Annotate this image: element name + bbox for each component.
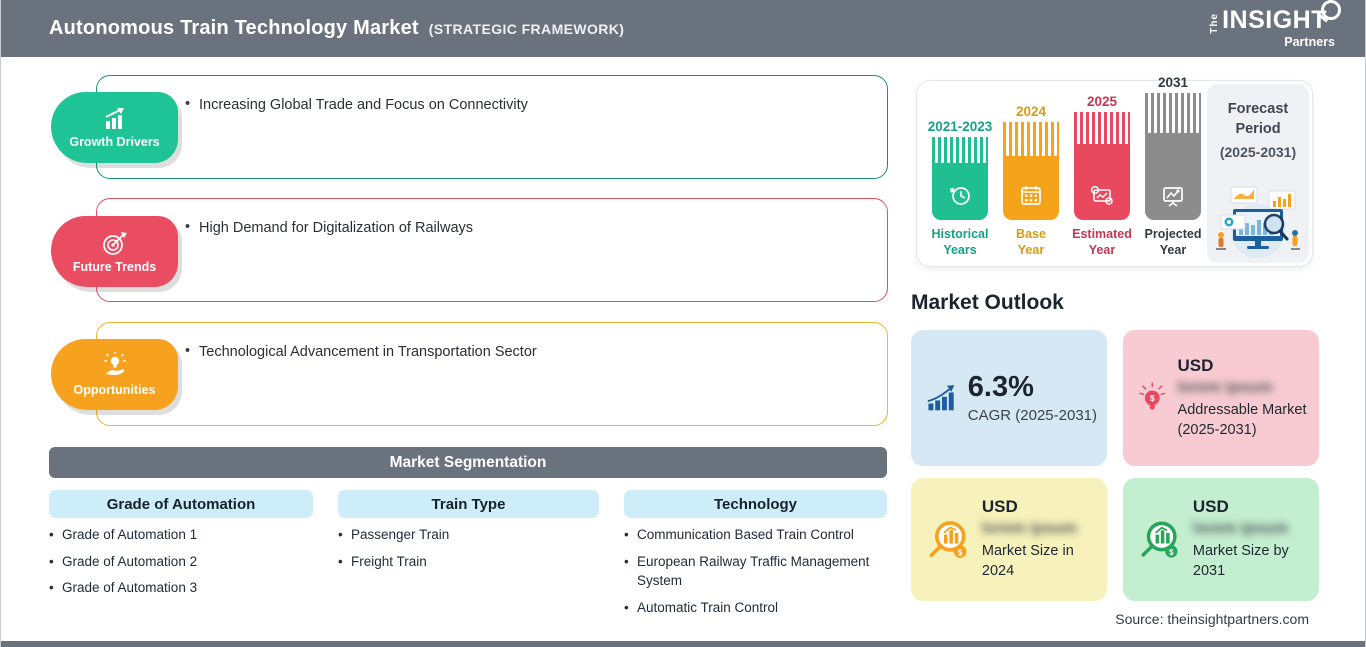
header-bar: Autonomous Train Technology Market (STRA…	[1, 0, 1365, 57]
card-label: Market Size by 2031	[1192, 543, 1289, 579]
historical-years-bar: 2021-2023 Historical Years	[927, 118, 993, 257]
blurred-market-value: lorem ipsum	[1177, 378, 1273, 396]
bottom-border-bar	[1, 641, 1365, 647]
estimate-analytics-icon	[1090, 185, 1113, 205]
card-label: Addressable Market (2025-2031)	[1177, 401, 1307, 438]
opportunities-badge: Opportunities	[51, 339, 178, 410]
insight-partners-logo: The INSIGHT Partners	[1209, 0, 1341, 49]
idea-hand-icon	[103, 352, 126, 375]
list-item: Grade of Automation 1	[49, 525, 321, 545]
source-attribution: Source: theinsightpartners.com	[1115, 611, 1309, 627]
opportunities-box: Technological Advancement in Transportat…	[96, 322, 888, 426]
currency-label: USD	[981, 497, 1018, 517]
list-item: Communication Based Train Control	[624, 525, 896, 545]
forecast-period-range: (2025-2031)	[1219, 144, 1297, 161]
target-arrow-icon	[102, 231, 127, 255]
cagr-value: 6.3%	[967, 370, 1034, 403]
growth-drivers-box: Increasing Global Trade and Focus on Con…	[96, 75, 888, 179]
logo-partners-text: Partners	[1284, 35, 1335, 49]
growth-drivers-badge: Growth Drivers	[51, 92, 178, 163]
magnifier-chart-orange-icon: $	[929, 520, 967, 558]
cagr-card: 6.3% CAGR (2025-2031)	[911, 330, 1107, 466]
market-segmentation-bar: Market Segmentation	[49, 447, 887, 478]
svg-text:$: $	[1169, 547, 1174, 556]
cagr-label: CAGR (2025-2031)	[967, 407, 1097, 425]
projection-screen-icon	[1163, 186, 1183, 207]
growth-drivers-bullet: Increasing Global Trade and Focus on Con…	[185, 96, 839, 113]
list-item: Grade of Automation 2	[49, 552, 321, 572]
logo-insight-text: INSIGHT	[1222, 0, 1341, 33]
page-subtitle: (STRATEGIC FRAMEWORK)	[428, 20, 625, 37]
page-title: Autonomous Train Technology Market	[49, 17, 419, 39]
timeline-bars: 2021-2023 Historical Years	[927, 75, 1202, 259]
currency-label: USD	[1177, 355, 1214, 375]
market-size-2024-card: $ USD lorem ipsum Market Size in 2024	[911, 478, 1107, 601]
badge-label: Future Trends	[72, 259, 157, 274]
bulb-dollar-icon: $	[1139, 382, 1166, 410]
market-size-2031-card: $ USD lorem ipsum Market Size by 2031	[1123, 478, 1319, 601]
segment-header-grade-of-automation: Grade of Automation	[49, 490, 313, 518]
badge-label: Opportunities	[73, 383, 156, 397]
analytics-illustration	[1216, 186, 1300, 258]
market-outlook-title: Market Outlook	[911, 291, 1064, 314]
clock-history-icon	[950, 186, 970, 205]
growth-chart-icon	[105, 108, 124, 129]
opportunities-bullet: Technological Advancement in Transportat…	[185, 343, 839, 360]
magnifier-icon	[1321, 0, 1341, 20]
logo-the-text: The	[1209, 13, 1221, 34]
segment-header-train-type: Train Type	[338, 490, 599, 518]
segment-header-technology: Technology	[624, 490, 887, 518]
forecast-period-label: Forecast Period	[1227, 101, 1289, 137]
projected-year-bar: 2031 Projected Year	[1144, 74, 1202, 257]
list-item: Freight Train	[338, 552, 599, 572]
card-label: Market Size in 2024	[981, 543, 1074, 579]
list-item: Grade of Automation 3	[49, 578, 321, 598]
calendar-icon	[1021, 185, 1041, 205]
growth-bars-arrow-icon	[927, 385, 955, 411]
market-outlook-cards: 6.3% CAGR (2025-2031) $ USD lorem ipsum …	[911, 330, 1319, 601]
magnifier-chart-green-icon: $	[1141, 521, 1178, 558]
technology-list: Communication Based Train Control Europe…	[624, 525, 896, 624]
future-trends-bullet: High Demand for Digitalization of Railwa…	[185, 219, 839, 236]
list-item: European Railway Traffic Management Syst…	[624, 552, 896, 591]
badge-label: Growth Drivers	[69, 135, 160, 149]
addressable-market-card: $ USD lorem ipsum Addressable Market (20…	[1123, 330, 1319, 466]
list-item: Passenger Train	[338, 525, 599, 545]
currency-label: USD	[1192, 497, 1229, 517]
list-item: Automatic Train Control	[624, 598, 896, 618]
research-timeline-panel: 2021-2023 Historical Years	[916, 75, 1313, 267]
estimated-year-bar: 2025 Estimated Year	[1072, 93, 1132, 257]
svg-text:$: $	[1150, 393, 1155, 403]
future-trends-badge: Future Trends	[51, 216, 178, 287]
forecast-period-panel: Forecast Period (2025-2031)	[1207, 84, 1309, 263]
base-year-bar: 2024	[1002, 104, 1060, 259]
blurred-market-value: lorem ipsum	[1192, 520, 1289, 538]
future-trends-box: High Demand for Digitalization of Railwa…	[96, 198, 888, 302]
svg-text:$: $	[958, 548, 963, 557]
blurred-market-value: lorem ipsum	[981, 520, 1078, 538]
grade-of-automation-list: Grade of Automation 1 Grade of Automatio…	[49, 525, 321, 605]
train-type-list: Passenger Train Freight Train	[338, 525, 599, 578]
